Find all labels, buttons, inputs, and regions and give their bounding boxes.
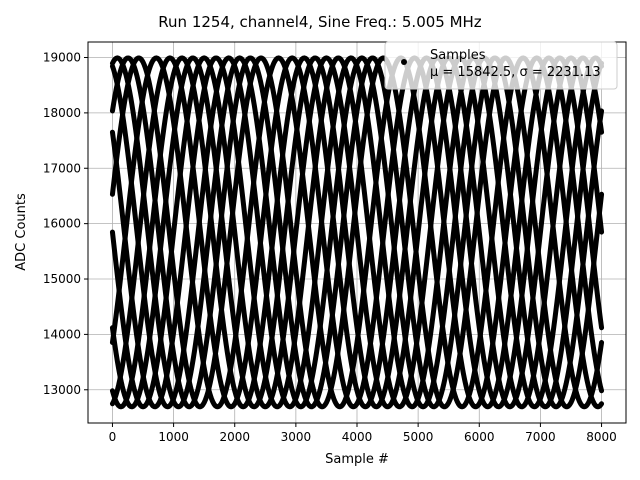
legend-box: [384, 41, 618, 90]
y-tick-label: 16000: [43, 217, 81, 231]
y-tick-label: 19000: [43, 51, 81, 65]
x-tick-label: 2000: [219, 430, 250, 444]
x-axis-ticks: 0 1000 2000 3000 4000 5000 6000 7000 8000: [109, 423, 617, 444]
sample-trace-3: [109, 55, 605, 410]
y-tick-label: 14000: [43, 327, 81, 341]
x-tick-label: 4000: [342, 430, 373, 444]
legend-label: Samples: [430, 48, 486, 63]
sample-trace-1: [109, 55, 605, 410]
x-tick-label: 7000: [525, 430, 556, 444]
y-tick-label: 18000: [43, 106, 81, 120]
y-tick-label: 15000: [43, 272, 81, 286]
x-tick-label: 3000: [281, 430, 312, 444]
sample-trace-7: [109, 55, 605, 410]
y-tick-label: 17000: [43, 161, 81, 175]
y-tick-label: 13000: [43, 383, 81, 397]
x-tick-label: 5000: [403, 430, 434, 444]
x-tick-label: 6000: [464, 430, 495, 444]
legend: Samples μ = 15842.5, σ = 2231.13: [384, 41, 618, 90]
chart-title: Run 1254, channel4, Sine Freq.: 5.005 MH…: [158, 13, 482, 31]
x-tick-label: 8000: [586, 430, 617, 444]
x-tick-label: 0: [109, 430, 117, 444]
legend-marker: [401, 59, 407, 65]
x-axis-label: Sample #: [325, 452, 389, 467]
legend-stats: μ = 15842.5, σ = 2231.13: [430, 65, 601, 80]
y-axis-ticks: 13000 14000 15000 16000 17000 18000 19000: [43, 51, 88, 397]
sample-trace-8: [109, 55, 605, 410]
x-tick-label: 1000: [158, 430, 189, 444]
y-axis-label: ADC Counts: [14, 193, 29, 271]
